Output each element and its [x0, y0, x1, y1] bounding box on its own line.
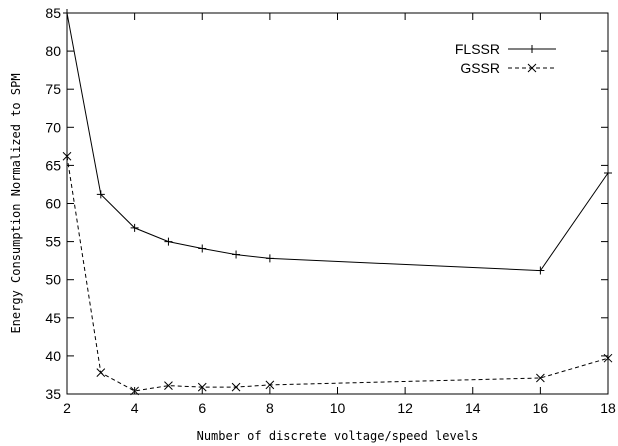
legend-marker-gssr — [527, 63, 537, 73]
data-point-flssr — [63, 9, 71, 17]
data-point-flssr — [198, 244, 207, 253]
x-tick-label: 12 — [397, 400, 413, 416]
y-tick-label: 80 — [45, 43, 61, 59]
data-point-flssr — [164, 237, 173, 246]
data-point-gssr — [231, 382, 241, 392]
y-tick-label: 75 — [45, 81, 61, 97]
x-tick-label: 16 — [533, 400, 549, 416]
series-line-flssr — [66, 12, 609, 272]
data-point-flssr — [265, 254, 274, 263]
x-tick-labels: 2 4 6 8 10 12 14 16 18 — [63, 400, 616, 416]
legend-marker-flssr — [528, 45, 536, 53]
data-point-flssr — [96, 190, 105, 199]
y-tick-labels: 35 40 45 50 55 60 65 70 75 80 85 — [45, 5, 61, 402]
data-point-gssr — [265, 380, 275, 390]
x-tick-label: 4 — [131, 400, 139, 416]
data-point-gssr — [130, 386, 139, 396]
data-point-gssr — [164, 381, 173, 390]
y-tick-label: 65 — [45, 157, 61, 173]
y-tick-label: 70 — [45, 119, 61, 135]
series-line-gssr — [66, 156, 609, 392]
series-layer — [62, 9, 613, 396]
x-tick-label: 14 — [465, 400, 481, 416]
y-tick-label: 40 — [45, 348, 61, 364]
series-gssr — [62, 151, 613, 396]
axis-ticks — [66, 12, 609, 395]
legend-label-gssr: GSSR — [460, 60, 500, 76]
data-point-gssr — [536, 373, 545, 383]
plot-frame — [66, 12, 609, 395]
data-point-flssr — [604, 169, 612, 178]
y-tick-label: 55 — [45, 234, 61, 250]
data-point-flssr — [536, 266, 545, 275]
data-point-gssr — [62, 151, 72, 161]
y-tick-label: 45 — [45, 310, 61, 326]
y-axis-title: Energy Consumption Normalized to SPM — [9, 73, 23, 333]
y-tick-label: 85 — [45, 5, 61, 21]
data-point-gssr — [96, 368, 106, 378]
x-tick-label: 10 — [330, 400, 346, 416]
legend: FLSSR GSSR — [455, 41, 556, 76]
y-tick-label: 35 — [45, 386, 61, 402]
data-point-gssr — [197, 382, 207, 392]
y-tick-label: 50 — [45, 272, 61, 288]
x-tick-label: 18 — [600, 400, 616, 416]
data-point-flssr — [232, 250, 241, 259]
series-flssr — [63, 9, 612, 275]
x-tick-label: 8 — [266, 400, 274, 416]
legend-label-flssr: FLSSR — [455, 41, 500, 57]
x-tick-label: 2 — [63, 400, 71, 416]
data-point-gssr — [603, 353, 613, 363]
y-tick-label: 60 — [45, 196, 61, 212]
x-axis-title: Number of discrete voltage/speed levels — [197, 429, 479, 443]
x-tick-label: 6 — [198, 400, 206, 416]
data-point-flssr — [130, 223, 139, 232]
